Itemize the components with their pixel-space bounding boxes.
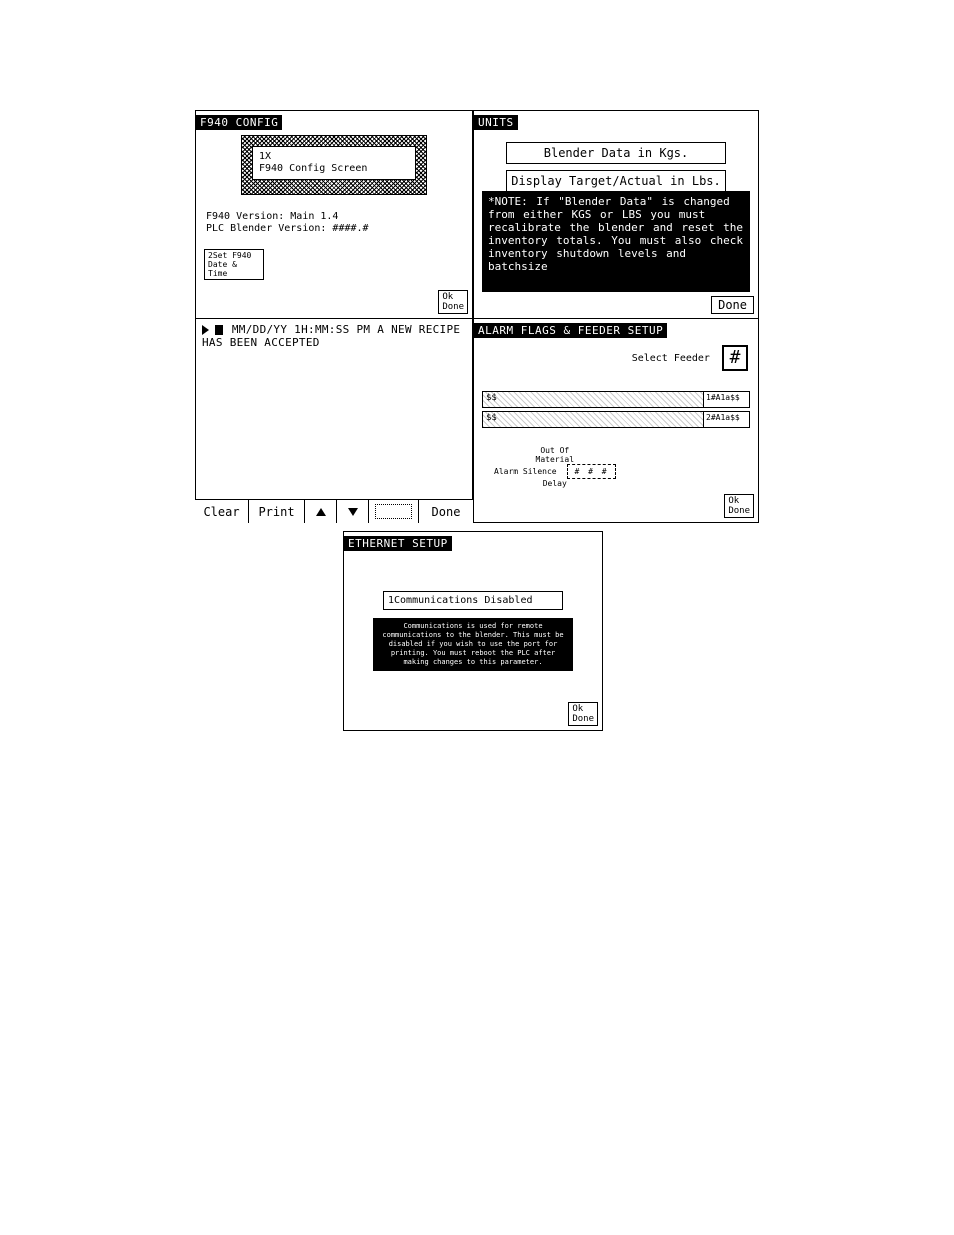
feeder-number-input[interactable]: # [722, 345, 748, 371]
log-toolbar: Clear Print Done [195, 499, 473, 523]
print-button[interactable]: Print [249, 500, 305, 523]
feeder-slot-1-field[interactable]: $$ [482, 391, 704, 408]
title-f940-config: F940 CONFIG [196, 115, 282, 130]
out-of-material-block: Out Of Material Alarm Silence # # # Dela… [494, 446, 616, 488]
feeder-slot-2: $$ 2#A1a$$ [482, 411, 750, 428]
ok-label: Ok [572, 704, 594, 714]
feeder-slot-2-field[interactable]: $$ [482, 411, 704, 428]
scroll-down-button[interactable] [337, 500, 369, 523]
panel-ethernet: ETHERNET SETUP 1Communications Disabled … [343, 531, 603, 731]
scroll-up-button[interactable] [305, 500, 337, 523]
done-button[interactable]: Done [419, 500, 473, 523]
ok-done-button[interactable]: Ok Done [438, 290, 468, 314]
set-datetime-button[interactable]: 2Set F940 Date & Time [204, 249, 264, 280]
log-entry: MM/DD/YY 1H:MM:SS PM A NEW RECIPE HAS BE… [202, 323, 466, 349]
panel-alarm-flags: ALARM FLAGS & FEEDER SETUP Select Feeder… [473, 318, 759, 523]
feeder-slot-2-tag[interactable]: 2#A1a$$ [704, 411, 750, 428]
units-kgs-button[interactable]: Blender Data in Kgs. [506, 142, 726, 164]
log-text: MM/DD/YY 1H:MM:SS PM A NEW RECIPE HAS BE… [202, 323, 460, 349]
config-label: F940 Config Screen [259, 163, 409, 175]
config-inner: 1X F940 Config Screen [252, 146, 416, 180]
done-label: Done [572, 714, 594, 724]
done-button[interactable]: Done [711, 296, 754, 314]
title-alarm: ALARM FLAGS & FEEDER SETUP [474, 323, 667, 338]
triangle-up-icon [316, 508, 326, 516]
select-feeder-label: Select Feeder [632, 353, 710, 364]
ok-done-button[interactable]: Ok Done [568, 702, 598, 726]
version-f940: F940 Version: Main 1.4 [206, 211, 369, 223]
set-datetime-l2: Date & Time [208, 260, 260, 278]
ethernet-note: Communications is used for remote commun… [373, 618, 573, 671]
config-box: 1X F940 Config Screen [241, 135, 427, 195]
panel-f940-config: F940 CONFIG 1X F940 Config Screen F940 V… [195, 110, 473, 319]
toolbar-gap [369, 500, 419, 523]
version-plc: PLC Blender Version: ####.# [206, 223, 369, 235]
oom-l1: Out Of [540, 446, 569, 455]
oom-delay-input[interactable]: # # # [567, 464, 615, 479]
log-marker-icon [215, 325, 223, 335]
oom-l4: Delay [543, 479, 567, 488]
config-num: 1X [259, 151, 409, 163]
oom-l2: Material [536, 455, 575, 464]
done-label: Done [442, 302, 464, 312]
clear-button[interactable]: Clear [195, 500, 249, 523]
title-ethernet: ETHERNET SETUP [344, 536, 452, 551]
ok-label: Ok [728, 496, 750, 506]
ok-done-button[interactable]: Ok Done [724, 494, 754, 518]
feeder-slot-1-tag[interactable]: 1#A1a$$ [704, 391, 750, 408]
feeder-slot-1: $$ 1#A1a$$ [482, 391, 750, 408]
panel-message-log: MM/DD/YY 1H:MM:SS PM A NEW RECIPE HAS BE… [195, 318, 473, 523]
version-block: F940 Version: Main 1.4 PLC Blender Versi… [206, 211, 369, 235]
panel-units: UNITS Blender Data in Kgs. Display Targe… [473, 110, 759, 319]
set-datetime-l1: 2Set F940 [208, 251, 260, 260]
done-label: Done [728, 506, 750, 516]
ok-label: Ok [442, 292, 464, 302]
units-note: *NOTE: If "Blender Data" is changed from… [482, 191, 750, 292]
units-lbs-button[interactable]: Display Target/Actual in Lbs. [506, 170, 726, 192]
select-feeder-row: Select Feeder # [474, 345, 748, 371]
log-arrow-icon [202, 325, 209, 335]
comm-disabled-button[interactable]: 1Communications Disabled [383, 591, 563, 610]
title-units: UNITS [474, 115, 518, 130]
triangle-down-icon [348, 508, 358, 516]
oom-l3: Alarm Silence [494, 467, 557, 476]
